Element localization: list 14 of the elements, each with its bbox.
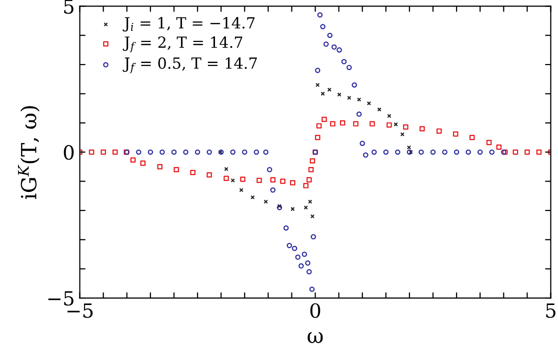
- legend-label: J$_{f}$ = 2, T = 14.7: [122, 36, 242, 52]
- point: [406, 145, 412, 150]
- y-axis-title: iG$^{K}$(T, ω): [18, 106, 40, 200]
- legend-label: J$_{i}$ = 1, T = −14.7: [122, 17, 255, 32]
- y-tick-label: 0: [64, 145, 74, 160]
- x-tick-label: 5: [546, 303, 556, 318]
- point: [310, 214, 315, 218]
- point: [230, 178, 235, 183]
- y-tick-label: −5: [48, 291, 74, 306]
- x-tick-label: 0: [310, 303, 320, 318]
- point: [224, 166, 228, 172]
- point: [327, 88, 332, 92]
- x-axis-title: ω: [308, 332, 323, 344]
- legend-label: J$_{f}$ = 0.5, T = 14.7: [122, 57, 257, 74]
